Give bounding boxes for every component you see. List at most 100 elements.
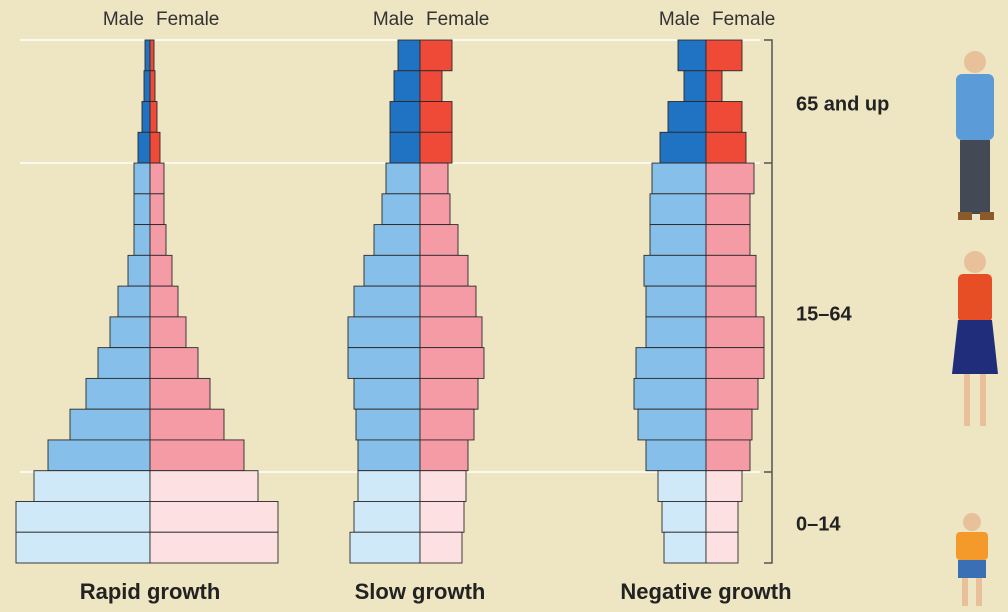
pyramid-bar [661,501,707,533]
pyramid-bar [419,254,469,287]
pyramid-bar [137,131,151,164]
legend-label: Female [712,9,775,30]
pyramid-bar [149,316,187,349]
pyramid-bar [97,347,151,379]
pyramid-bar [144,39,151,72]
pyramid-bar [635,347,707,379]
pyramid-bar [133,224,151,256]
pyramid-bar [705,101,743,133]
pyramid-bar [645,316,707,349]
pyramid-bar [393,70,421,102]
pyramid-bar [419,470,467,502]
pyramid-bar [117,285,151,318]
pyramid-bar [657,470,707,502]
pyramid-bar [705,131,747,164]
pyramid-bar [149,131,161,164]
chart-title: Negative growth [620,579,791,604]
pyramid-bar [659,131,707,164]
pyramid-bar [419,131,453,164]
pyramid-bar [705,377,759,410]
pyramid-bar [149,531,279,564]
chart-title: Slow growth [355,579,486,604]
pyramid-bar [705,347,765,379]
pyramid-bar [705,408,753,441]
pyramid-bar [389,131,421,164]
pyramid-bar [149,101,158,133]
pyramid-bar [47,439,151,472]
age-label: 0–14 [796,513,841,535]
pyramid-bar [353,377,421,410]
pyramid-bar [419,70,443,102]
elder-figure [956,51,994,220]
pyramid-bar [705,193,751,226]
pyramid-bar [645,285,707,318]
pyramid-bar [15,531,151,564]
pyramid-bar [69,408,151,441]
pyramid-bar [705,501,739,533]
pyramid-bar [419,39,453,72]
pyramid-bar [149,162,165,195]
pyramid-bar [85,377,151,410]
pyramid-bar [419,408,475,441]
chart-title: Rapid growth [80,579,221,604]
legend-label: Female [426,9,489,30]
pyramid-bar [643,254,707,287]
child-figure [956,513,988,606]
pyramid-bar [357,439,421,472]
pyramid-bar [149,285,179,318]
pyramid-bar [419,224,459,256]
pyramid-bar [355,408,421,441]
pyramid-bar [705,316,765,349]
pyramid-bar [677,39,707,72]
pyramid-bar [389,101,421,133]
pyramid-bar [109,316,151,349]
pyramid-bar [683,70,707,102]
pyramid-bar [637,408,707,441]
pyramid-bar [353,501,421,533]
pyramid-bar [705,439,751,472]
age-label: 15–64 [796,303,852,325]
pyramid-bar [149,193,165,226]
pyramid-bar [149,347,199,379]
pyramid-bar [419,162,449,195]
pyramid-bar [651,162,707,195]
pyramid-bar [705,285,757,318]
pyramid-bar [149,501,279,533]
pyramid-bar [127,254,151,287]
legend-label: Male [659,9,700,30]
pyramid-bar [347,316,421,349]
pyramid-bar [353,285,421,318]
pyramid-bar [419,501,465,533]
bracket [764,39,773,564]
pyramid-bar [133,162,151,195]
pyramid-bar [419,285,477,318]
pyramid-bar [649,224,707,256]
pyramid-bar [149,377,211,410]
pyramid-bar [149,224,167,256]
pyramid-bar [667,101,707,133]
pyramid-bar [419,316,483,349]
pyramid-bar [149,470,259,502]
pyramid-bar [385,162,421,195]
legend-label: Male [373,9,414,30]
pyramid-bar [419,101,453,133]
pyramid-bar [705,162,755,195]
pyramid-bar [363,254,421,287]
pyramid-bar [705,254,757,287]
age-label: 65 and up [796,93,889,115]
pyramid-bar [149,39,155,72]
pyramid-bar [705,70,723,102]
pyramid-bar [357,470,421,502]
pyramid-bar [15,501,151,533]
pyramid-bar [373,224,421,256]
adult-figure [952,251,998,426]
pyramid-bar [149,70,156,102]
pyramid-bar [149,254,173,287]
pyramid-bar [133,193,151,226]
pyramid-bar [149,408,225,441]
pyramid-bar [381,193,421,226]
pyramid-bar [419,439,469,472]
pyramid-bar [397,39,421,72]
pyramid-bar [349,531,421,564]
